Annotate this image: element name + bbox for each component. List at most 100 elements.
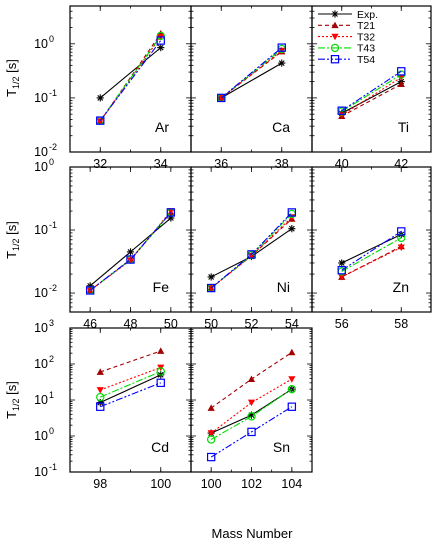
y-ticks — [191, 5, 312, 153]
y-tick-label: 10 — [34, 321, 48, 335]
legend-label: T54 — [357, 54, 375, 66]
y-tick-exponent: 0 — [49, 34, 54, 44]
x-axis-title: Mass Number — [212, 526, 294, 541]
marker-square — [217, 93, 226, 103]
series-t54 — [85, 208, 176, 295]
y-tick-exponent: 1 — [49, 390, 54, 400]
legend-label: Exp. — [357, 9, 378, 21]
series-t21 — [207, 348, 296, 411]
marker-triangle-down — [96, 387, 104, 394]
series-line — [100, 370, 161, 398]
marker-triangle-down — [397, 244, 405, 251]
panel-label: Ar — [155, 119, 169, 135]
series-exp — [338, 78, 405, 117]
marker-triangle-down — [96, 118, 104, 125]
y-tick-label: 10 — [34, 357, 48, 371]
series-line — [341, 246, 402, 278]
series-t32 — [207, 376, 296, 437]
marker-circle — [247, 412, 256, 421]
panel-ca: 36 38 Ca — [190, 5, 313, 171]
marker-asterisk — [207, 273, 215, 281]
series-line — [100, 366, 161, 391]
x-ticks — [99, 6, 162, 152]
marker-triangle-down — [331, 33, 339, 41]
y-ticks — [312, 5, 431, 153]
series-line — [341, 83, 402, 117]
legend-item-t43: T43 — [318, 43, 375, 55]
marker-square — [287, 402, 297, 411]
marker-asterisk — [331, 10, 339, 18]
x-ticks — [99, 328, 162, 472]
marker-asterisk — [96, 94, 104, 102]
y-tick-exponent: -1 — [49, 220, 57, 230]
series-line — [341, 230, 402, 271]
x-tick-label: 46 — [83, 317, 97, 331]
panel-label: Ti — [398, 119, 409, 135]
marker-square — [96, 402, 105, 411]
x-tick-label: 50 — [164, 317, 178, 331]
panel-label: Zn — [393, 279, 409, 295]
series-t43 — [337, 70, 406, 116]
y-tick-label: 10 — [34, 37, 48, 51]
series-t54 — [337, 67, 406, 115]
series-line — [210, 378, 293, 434]
series-line — [220, 47, 283, 99]
marker-square — [397, 67, 406, 76]
panel-sn: 100 102 104 Sn — [190, 327, 313, 491]
y-ticks — [191, 327, 312, 473]
y-ticks — [70, 327, 191, 473]
y-ticks — [70, 5, 191, 153]
legend-label: T32 — [357, 31, 375, 43]
y-tick-label: 10 — [34, 429, 48, 443]
series-line — [99, 47, 162, 99]
y-tick-label: 10 — [34, 160, 48, 174]
series-t54 — [206, 208, 297, 293]
marker-square — [337, 266, 346, 275]
marker-triangle-down — [247, 399, 256, 407]
legend-item-t54: T54 — [318, 54, 375, 66]
series-t54 — [96, 36, 165, 125]
panel-label: Ca — [272, 119, 290, 135]
panel-label: Cd — [151, 439, 169, 455]
y-tick-label: 10 — [34, 145, 48, 159]
series-line — [100, 350, 161, 373]
legend-label: T43 — [357, 43, 375, 55]
series-line — [341, 70, 402, 112]
x-tick-label: 38 — [275, 157, 289, 171]
marker-square — [330, 54, 340, 64]
marker-triangle-up — [247, 375, 256, 383]
legend-item-t21: T21 — [318, 20, 375, 32]
y-tick-exponent: -1 — [49, 88, 57, 98]
marker-triangle-down — [207, 430, 215, 437]
series-line — [341, 233, 402, 264]
marker-triangle-up — [331, 21, 339, 29]
x-tick-label: 104 — [281, 477, 302, 491]
marker-square — [397, 227, 406, 236]
series-exp — [96, 44, 165, 102]
series-exp — [96, 371, 165, 407]
x-ticks — [341, 167, 402, 312]
marker-circle — [397, 233, 406, 243]
series-line — [210, 388, 293, 440]
y-tick-exponent: 0 — [49, 426, 54, 436]
marker-square — [337, 106, 346, 115]
y-tick-label: 10 — [34, 286, 48, 300]
series-t43 — [96, 367, 165, 402]
marker-square — [156, 36, 165, 45]
marker-triangle-down — [338, 274, 346, 281]
y-tick-label: 10 — [34, 91, 48, 105]
panel-label: Fe — [153, 279, 170, 295]
panel-frame — [69, 327, 192, 473]
legend-label: T21 — [357, 20, 375, 32]
x-tick-label: 36 — [214, 157, 228, 171]
y-tick-exponent: 3 — [49, 318, 54, 328]
series-t54 — [206, 402, 297, 462]
y-tick-label: 10 — [34, 393, 48, 407]
marker-circle — [206, 435, 216, 444]
series-t21 — [96, 29, 165, 125]
marker-square — [85, 286, 95, 295]
series-exp — [207, 385, 296, 437]
